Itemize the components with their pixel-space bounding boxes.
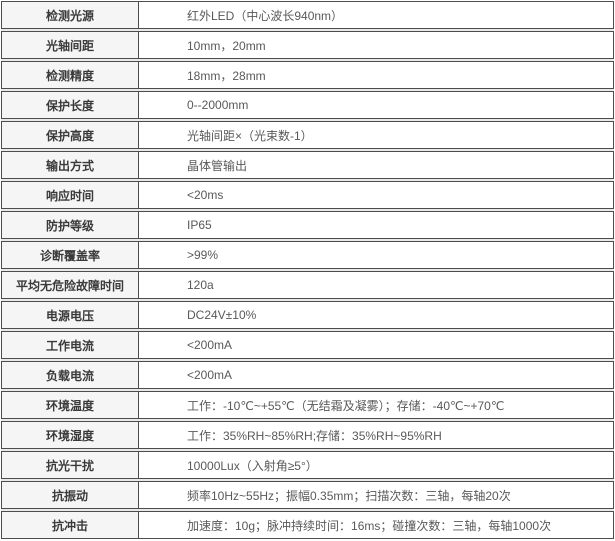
spec-value: 0--2000mm <box>187 98 249 112</box>
spec-label: 工作电流 <box>2 332 139 358</box>
spec-label: 环境湿度 <box>2 422 139 448</box>
spec-label: 防护等级 <box>2 212 139 238</box>
spec-label: 环境温度 <box>2 392 139 418</box>
table-row: 抗冲击 加速度：10g；脉冲持续时间：16ms；碰撞次数：三轴，每轴1000次 <box>1 511 614 539</box>
spec-value: <200mA <box>187 338 233 352</box>
spec-value: >99% <box>187 248 219 262</box>
spec-value: <20ms <box>187 188 224 202</box>
spec-value: IP65 <box>187 218 212 232</box>
table-row: 保护长度 0--2000mm <box>1 91 614 119</box>
spec-value: 10000Lux（入射角≥5°） <box>187 458 318 473</box>
table-row: 诊断覆盖率 >99% <box>1 241 614 269</box>
spec-label: 诊断覆盖率 <box>2 242 139 268</box>
spec-label: 保护长度 <box>2 92 139 118</box>
table-row: 平均无危险故障时间 120a <box>1 271 614 299</box>
spec-label: 负载电流 <box>2 362 139 388</box>
table-row: 响应时间 <20ms <box>1 181 614 209</box>
spec-label: 抗振动 <box>2 482 139 508</box>
spec-label: 响应时间 <box>2 182 139 208</box>
spec-label: 光轴间距 <box>2 32 139 58</box>
spec-value: 红外LED（中心波长940nm） <box>187 8 344 23</box>
table-row: 保护高度 光轴间距×（光束数-1） <box>1 121 614 149</box>
table-row: 检测精度 18mm，28mm <box>1 61 614 89</box>
table-row: 抗振动 频率10Hz~55Hz；振幅0.35mm；扫描次数：三轴，每轴20次 <box>1 481 614 509</box>
spec-value: 18mm，28mm <box>187 68 266 83</box>
spec-label: 检测光源 <box>2 2 139 28</box>
table-row: 抗光干扰 10000Lux（入射角≥5°） <box>1 451 614 479</box>
spec-label: 平均无危险故障时间 <box>2 272 139 298</box>
spec-value: 工作：35%RH~85%RH;存储：35%RH~95%RH <box>187 428 442 443</box>
spec-value: 光轴间距×（光束数-1） <box>187 128 313 143</box>
spec-label: 输出方式 <box>2 152 139 178</box>
table-row: 工作电流 <200mA <box>1 331 614 359</box>
table-row: 环境温度 工作：-10℃~+55℃（无结霜及凝雾）；存储：-40℃~+70℃ <box>1 391 614 419</box>
spec-label: 电源电压 <box>2 302 139 328</box>
table-row: 电源电压 DC24V±10% <box>1 301 614 329</box>
spec-value: DC24V±10% <box>187 308 257 322</box>
spec-value: <200mA <box>187 368 233 382</box>
spec-label: 保护高度 <box>2 122 139 148</box>
spec-value: 120a <box>187 278 214 292</box>
table-row: 输出方式 晶体管输出 <box>1 151 614 179</box>
table-row: 负载电流 <200mA <box>1 361 614 389</box>
spec-label: 检测精度 <box>2 62 139 88</box>
spec-value: 频率10Hz~55Hz；振幅0.35mm；扫描次数：三轴，每轴20次 <box>187 488 511 503</box>
spec-value: 加速度：10g；脉冲持续时间：16ms；碰撞次数：三轴，每轴1000次 <box>187 518 552 533</box>
spec-value: 晶体管输出 <box>187 158 248 173</box>
table-row: 光轴间距 10mm，20mm <box>1 31 614 59</box>
spec-value: 工作：-10℃~+55℃（无结霜及凝雾）；存储：-40℃~+70℃ <box>187 398 505 413</box>
spec-label: 抗光干扰 <box>2 452 139 478</box>
table-row: 检测光源 红外LED（中心波长940nm） <box>1 1 614 29</box>
table-row: 防护等级 IP65 <box>1 211 614 239</box>
spec-label: 抗冲击 <box>2 512 139 538</box>
table-row: 环境湿度 工作：35%RH~85%RH;存储：35%RH~95%RH <box>1 421 614 449</box>
spec-value: 10mm，20mm <box>187 38 266 53</box>
